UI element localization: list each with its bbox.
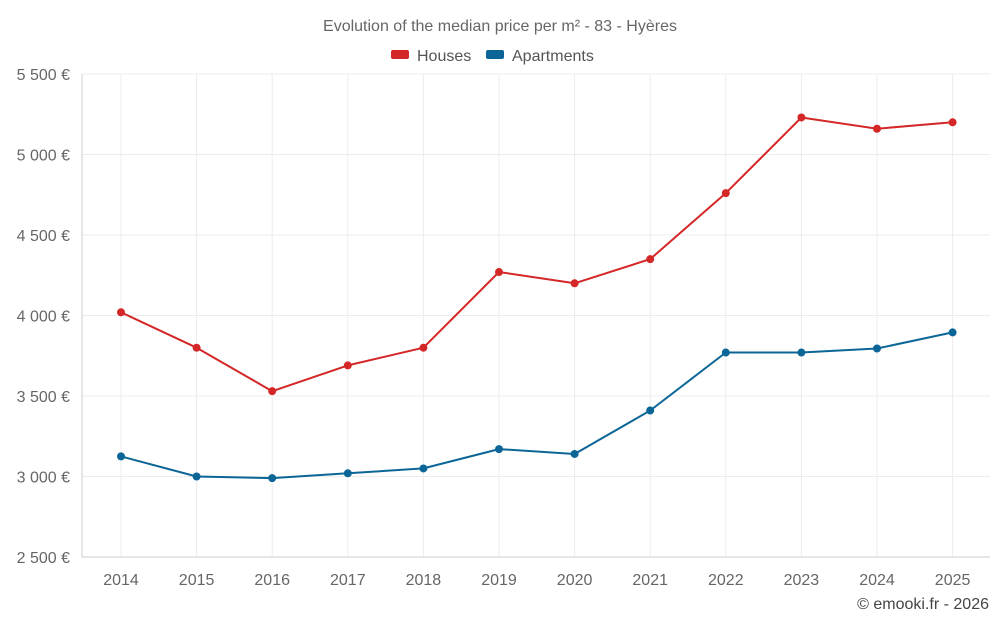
data-point-apartments[interactable] <box>495 445 503 454</box>
data-point-houses[interactable] <box>268 387 277 396</box>
series <box>117 113 957 483</box>
legend-item-houses[interactable]: Houses <box>391 48 471 65</box>
y-tick-label: 5 500 € <box>17 67 70 84</box>
data-point-apartments[interactable] <box>646 406 655 415</box>
x-tick-label: 2018 <box>406 572 442 589</box>
data-point-houses[interactable] <box>570 279 579 288</box>
data-point-apartments[interactable] <box>268 474 277 483</box>
x-tick-label: 2025 <box>935 572 971 589</box>
x-tick-label: 2019 <box>481 572 517 589</box>
data-point-houses[interactable] <box>873 124 881 133</box>
data-point-apartments[interactable] <box>343 469 352 478</box>
data-point-apartments[interactable] <box>570 449 579 458</box>
series-line-houses <box>120 116 953 393</box>
x-tick-label: 2015 <box>179 572 215 589</box>
legend-swatch-apartments <box>486 50 504 59</box>
x-tick-label: 2016 <box>254 572 290 589</box>
legend-label-houses: Houses <box>417 48 471 65</box>
x-tick-label: 2021 <box>632 572 668 589</box>
data-point-apartments[interactable] <box>117 452 125 461</box>
y-tick-label: 3 000 € <box>17 470 70 487</box>
legend: Houses Apartments <box>391 48 594 65</box>
y-axis-tick-labels: 2 500 € 3 000 € 3 500 € 4 000 € 4 500 € 5 000… <box>17 67 70 567</box>
chart-title: Evolution of the median price per m² - 8… <box>323 18 677 35</box>
x-tick-label: 2022 <box>708 572 744 589</box>
y-tick-label: 3 500 € <box>17 389 70 406</box>
data-point-houses[interactable] <box>192 343 201 352</box>
credit-text: © emooki.fr - 2026 <box>857 596 989 613</box>
x-tick-label: 2020 <box>557 572 593 589</box>
y-tick-label: 2 500 € <box>17 550 70 567</box>
x-tick-label: 2014 <box>103 572 139 589</box>
data-point-apartments[interactable] <box>192 472 201 481</box>
data-point-houses[interactable] <box>117 308 125 317</box>
y-tick-label: 4 000 € <box>17 309 70 326</box>
data-point-apartments[interactable] <box>948 328 957 337</box>
data-point-apartments[interactable] <box>419 464 428 473</box>
data-point-apartments[interactable] <box>873 344 881 353</box>
data-point-houses[interactable] <box>797 113 806 122</box>
data-point-houses[interactable] <box>419 343 428 352</box>
data-point-houses[interactable] <box>948 118 957 127</box>
x-tick-label: 2024 <box>859 572 895 589</box>
data-point-houses[interactable] <box>495 268 503 277</box>
axes <box>81 74 990 558</box>
x-tick-label: 2017 <box>330 572 366 589</box>
x-tick-label: 2023 <box>784 572 820 589</box>
legend-item-apartments[interactable]: Apartments <box>486 48 594 65</box>
series-houses <box>117 113 957 396</box>
y-tick-label: 4 500 € <box>17 228 70 245</box>
series-line-apartments <box>120 331 953 480</box>
legend-swatch-houses <box>391 50 409 59</box>
y-tick-label: 5 000 € <box>17 148 70 165</box>
data-point-apartments[interactable] <box>797 348 806 357</box>
data-point-houses[interactable] <box>646 255 655 264</box>
data-point-houses[interactable] <box>343 361 352 370</box>
legend-label-apartments: Apartments <box>512 48 594 65</box>
data-point-houses[interactable] <box>721 189 730 198</box>
series-apartments <box>117 328 957 483</box>
gridlines <box>82 73 990 557</box>
data-point-apartments[interactable] <box>721 348 730 357</box>
x-axis-tick-labels: 2014 2015 2016 2017 2018 2019 2020 2021 2022 2023… <box>103 572 970 589</box>
